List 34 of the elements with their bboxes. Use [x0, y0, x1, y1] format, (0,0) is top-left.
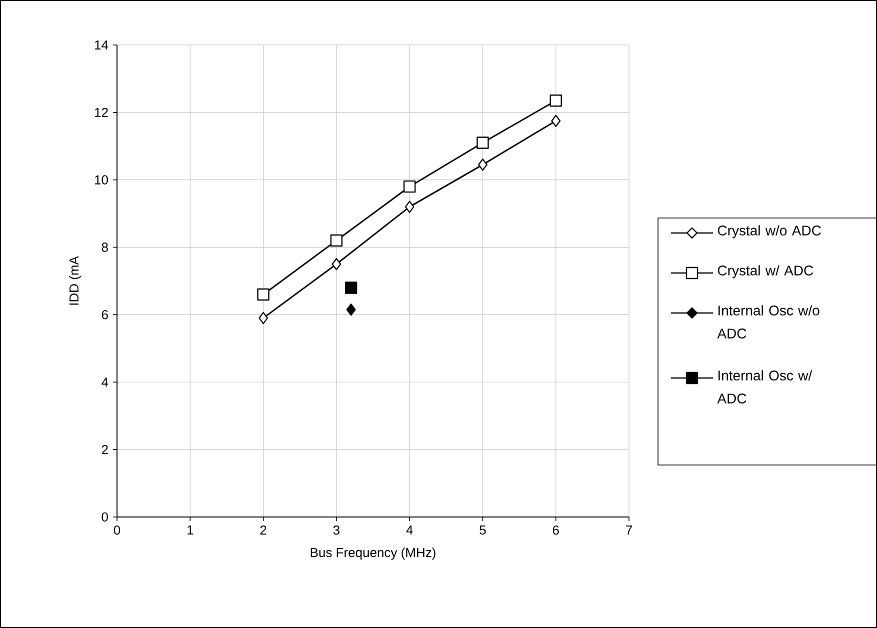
- point: [404, 200, 414, 213]
- x-tick-label: 0: [114, 526, 120, 535]
- point: [344, 282, 358, 294]
- x-tick-label: 2: [260, 526, 266, 535]
- point: [330, 234, 343, 247]
- y-tick-label: 2: [102, 445, 108, 454]
- legend-label: Internal Osc w/o ADC: [717, 305, 820, 338]
- y-tick-label: 4: [102, 378, 108, 387]
- y-tick-label: 6: [102, 310, 108, 320]
- x-tick-label: 4: [406, 526, 413, 534]
- point: [346, 304, 356, 316]
- point: [476, 136, 489, 149]
- y-axis-title: IDD (mA: [69, 256, 82, 305]
- y-tick-label: 10: [95, 175, 108, 184]
- point: [332, 258, 342, 270]
- y-tick-label: 8: [102, 242, 108, 252]
- x-tick-label: 3: [333, 526, 340, 535]
- y-tick-label: 14: [95, 40, 108, 50]
- y-tick-label: 12: [95, 108, 108, 117]
- x-tick-label: 6: [552, 526, 559, 535]
- x-tick-label: 1: [188, 526, 194, 534]
- x-tick-label: 7: [626, 526, 632, 534]
- point: [257, 288, 270, 301]
- point: [550, 94, 562, 107]
- point: [258, 312, 268, 324]
- point: [551, 114, 561, 127]
- point: [478, 158, 488, 171]
- legend-label: Crystal w/ ADC: [718, 265, 814, 278]
- legend-label: Internal Osc w/ ADC: [717, 370, 812, 404]
- y-tick-label: 0: [102, 512, 108, 522]
- legend-label: Crystal w/o ADC: [718, 225, 821, 238]
- x-tick-label: 5: [480, 526, 486, 535]
- x-axis-title: Bus Frequency (MHz): [310, 548, 436, 560]
- point: [403, 180, 416, 193]
